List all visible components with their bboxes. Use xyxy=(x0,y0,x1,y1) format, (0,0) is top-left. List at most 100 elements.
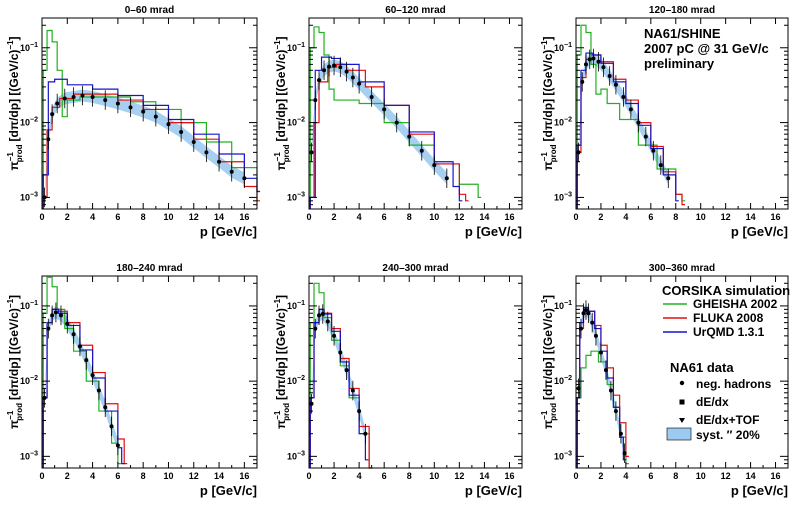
data-point xyxy=(357,409,362,414)
x-tick-label: 2 xyxy=(65,212,70,222)
x-axis-label: p [GeV/c] xyxy=(200,224,257,239)
panel-title: 60–120 mrad xyxy=(385,5,446,16)
x-tick-label: 8 xyxy=(407,471,412,481)
x-axis-label: p [GeV/c] xyxy=(465,224,522,239)
gheisha-curve xyxy=(42,276,121,468)
data-point xyxy=(313,98,318,103)
y-tick-label: 10−2 xyxy=(287,375,305,386)
data-point xyxy=(317,78,322,83)
data-point xyxy=(601,65,606,70)
urqmd-curve xyxy=(309,308,369,468)
x-tick-label: 4 xyxy=(623,471,628,481)
x-axis-label: p [GeV/c] xyxy=(465,483,522,498)
plot-frame xyxy=(308,275,523,469)
data-point xyxy=(115,101,120,106)
x-tick-label: 10 xyxy=(163,212,173,222)
x-tick-label: 16 xyxy=(771,212,781,222)
x-tick-label: 16 xyxy=(504,212,514,222)
data-point xyxy=(407,134,412,139)
data-point xyxy=(109,424,114,429)
gheisha-curve xyxy=(576,24,685,209)
info-line-1: NA61/SHINE xyxy=(644,26,721,41)
x-tick-label: 14 xyxy=(746,471,756,481)
data-point xyxy=(50,313,55,318)
x-tick-label: 0 xyxy=(573,212,578,222)
x-tick-label: 0 xyxy=(306,471,311,481)
data-point xyxy=(77,344,82,349)
x-tick-label: 8 xyxy=(141,212,146,222)
fluka-curve xyxy=(42,308,128,468)
urqmd-curve xyxy=(309,56,463,209)
panel-2: 60–120 mrad 0 2 4 6 8 10 12 14 16 10−3 10−2 10−1 p [G… xyxy=(273,5,523,239)
plot-frame xyxy=(308,17,523,210)
data-point xyxy=(583,308,588,313)
urqmd-curve xyxy=(576,307,627,468)
data-point xyxy=(618,431,623,436)
legend-sim-title: CORSIKA simulation xyxy=(662,283,790,298)
data-point xyxy=(578,326,583,331)
x-tick-label: 6 xyxy=(115,212,120,222)
legend-label-neg: neg. hadrons xyxy=(696,377,772,391)
data-point xyxy=(598,350,603,355)
data-point xyxy=(313,326,318,331)
data-point xyxy=(658,163,663,168)
data-point xyxy=(636,120,641,125)
data-point xyxy=(382,107,387,112)
x-tick-label: 4 xyxy=(90,212,95,222)
syst-band xyxy=(311,59,447,185)
x-tick-label: 16 xyxy=(504,471,514,481)
panel-title: 180–240 mrad xyxy=(116,263,182,274)
data-point xyxy=(581,311,586,316)
gheisha-curve xyxy=(576,350,629,468)
urqmd-curve xyxy=(576,52,679,209)
legend-box-syst xyxy=(666,427,692,441)
data-point xyxy=(128,105,133,110)
legend-marker-dedx xyxy=(679,399,685,405)
x-tick-label: 6 xyxy=(382,212,387,222)
x-tick-label: 4 xyxy=(357,212,362,222)
x-tick-label: 0 xyxy=(39,212,44,222)
x-tick-label: 4 xyxy=(90,471,95,481)
data-point xyxy=(350,388,355,393)
x-tick-label: 16 xyxy=(239,212,249,222)
x-tick-label: 2 xyxy=(65,471,70,481)
y-tick-label: 10−3 xyxy=(20,191,38,202)
data-point xyxy=(204,150,209,155)
data-point xyxy=(327,64,332,69)
y-tick-label: 10−1 xyxy=(287,300,305,311)
data-point xyxy=(608,388,613,393)
data-point xyxy=(46,326,51,331)
data-point xyxy=(229,169,234,174)
legend-label-urqmd: UrQMD 1.3.1 xyxy=(693,325,765,339)
panel-title: 0–60 mrad xyxy=(125,5,174,16)
data-point xyxy=(583,62,588,67)
data-point xyxy=(587,57,592,62)
data-point xyxy=(603,368,608,373)
x-tick-label: 2 xyxy=(332,471,337,481)
panel-title: 120–180 mrad xyxy=(649,5,715,16)
y-tick-label: 10−2 xyxy=(554,375,572,386)
data-point xyxy=(55,101,60,106)
panel-title: 240–300 mrad xyxy=(382,263,448,274)
x-tick-label: 10 xyxy=(696,212,706,222)
syst-band xyxy=(578,52,669,185)
legend-label-gheisha: GHEISHA 2002 xyxy=(693,297,778,311)
info-line-3: preliminary xyxy=(644,56,715,71)
data-point xyxy=(103,98,108,103)
y-axis-label: π−1prod[dπ/dp] [(GeV/c)−1] xyxy=(6,295,24,429)
data-point xyxy=(621,94,626,99)
data-point xyxy=(338,65,343,70)
legend-label-dedx: dE/dx xyxy=(696,395,729,409)
plot-frame xyxy=(41,275,258,469)
legend-label-syst: syst. ″ 20% xyxy=(696,428,760,442)
panel-1: 0–60 mrad 0 2 4 6 8 10 12 14 16 10−3 10−2 10−1 p [GeV… xyxy=(6,5,260,239)
data-point xyxy=(338,350,343,355)
data-point xyxy=(322,68,327,73)
x-tick-label: 10 xyxy=(429,471,439,481)
syst-band xyxy=(44,89,245,204)
panel-5: 240–300 mrad 0 2 4 6 8 10 12 14 16 10−3 10−2 10−1 p [… xyxy=(273,263,523,498)
x-tick-label: 12 xyxy=(189,212,199,222)
